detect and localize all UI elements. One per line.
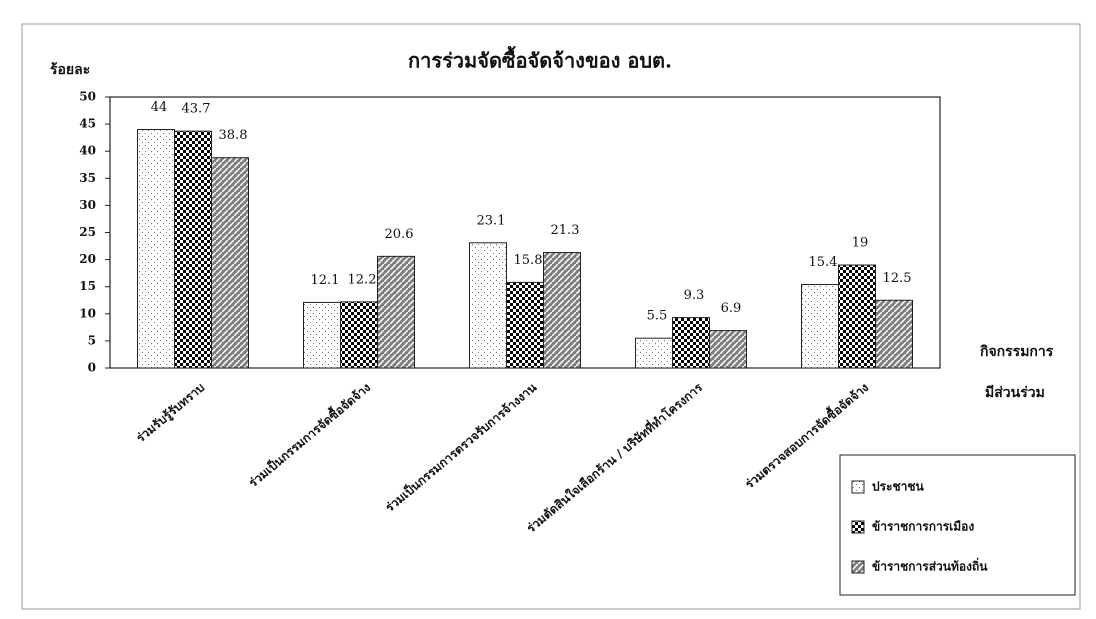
y-tick-label: 10 bbox=[79, 306, 96, 320]
y-tick-label: 50 bbox=[79, 90, 96, 104]
x-axis-label: กิจกรรมการ bbox=[979, 344, 1053, 360]
bar bbox=[838, 264, 876, 369]
y-tick-label: 40 bbox=[79, 144, 96, 158]
bar bbox=[801, 284, 839, 369]
bar bbox=[137, 129, 175, 369]
y-axis-label: ร้อยละ bbox=[50, 62, 90, 78]
legend-swatch bbox=[851, 560, 865, 574]
bar bbox=[506, 281, 544, 369]
data-label: 12.2 bbox=[348, 272, 377, 287]
x-tick-label: ร่วมเป็นกรรมการจัดซื้อจัดจ้าง bbox=[244, 378, 373, 490]
data-label: 44 bbox=[151, 100, 168, 115]
data-label: 12.5 bbox=[883, 271, 912, 286]
bar bbox=[303, 301, 341, 369]
legend-swatch bbox=[851, 480, 865, 494]
bar bbox=[543, 252, 581, 369]
x-tick-label: ร่วมตัดสินใจเลือกร้าน / บริษัทที่ทำโครงก… bbox=[523, 378, 706, 535]
y-tick-label: 30 bbox=[79, 198, 96, 212]
data-label: 9.3 bbox=[684, 288, 705, 303]
data-label: 5.5 bbox=[647, 309, 668, 324]
data-label: 19 bbox=[852, 236, 869, 251]
data-label: 43.7 bbox=[182, 102, 211, 117]
x-tick-label: ร่วมเป็นกรรมการตรวจรับการจ้างงาน bbox=[382, 379, 540, 515]
bar bbox=[377, 255, 415, 369]
y-tick-label: 35 bbox=[79, 171, 96, 185]
x-axis-label: มีส่วนร่วม bbox=[985, 385, 1045, 401]
data-label: 38.8 bbox=[219, 128, 248, 143]
y-tick-label: 5 bbox=[88, 333, 96, 347]
bar bbox=[672, 317, 710, 369]
bar bbox=[635, 337, 673, 369]
bar bbox=[174, 130, 212, 369]
legend-label: ประชาชน bbox=[872, 480, 925, 494]
legend-label: ข้าราชการส่วนท้องถิ่น bbox=[872, 558, 988, 574]
data-label: 15.4 bbox=[809, 255, 838, 270]
bar bbox=[709, 330, 747, 369]
x-tick-label: ร่วมรับรู้รับทราบ bbox=[134, 380, 208, 446]
bar bbox=[340, 301, 378, 369]
chart-title: การร่วมจัดซื้อจัดจ้างของ อบต. bbox=[408, 46, 672, 73]
data-label: 6.9 bbox=[721, 301, 742, 316]
bar bbox=[211, 157, 249, 369]
y-tick-label: 15 bbox=[79, 279, 96, 293]
data-label: 21.3 bbox=[551, 223, 580, 238]
y-tick-label: 0 bbox=[88, 361, 96, 375]
y-tick-label: 45 bbox=[79, 117, 96, 131]
legend-swatch bbox=[851, 520, 865, 534]
legend-label: ข้าราชการการเมือง bbox=[872, 520, 974, 534]
y-tick-label: 20 bbox=[79, 252, 96, 266]
data-label: 23.1 bbox=[477, 213, 506, 228]
data-label: 15.8 bbox=[514, 253, 543, 268]
y-tick-label: 25 bbox=[79, 225, 96, 239]
bar bbox=[469, 242, 507, 369]
data-label: 12.1 bbox=[311, 273, 340, 288]
legend-box bbox=[839, 454, 1076, 596]
data-label: 20.6 bbox=[385, 227, 414, 242]
frame bbox=[21, 23, 1081, 610]
bar bbox=[875, 299, 913, 369]
